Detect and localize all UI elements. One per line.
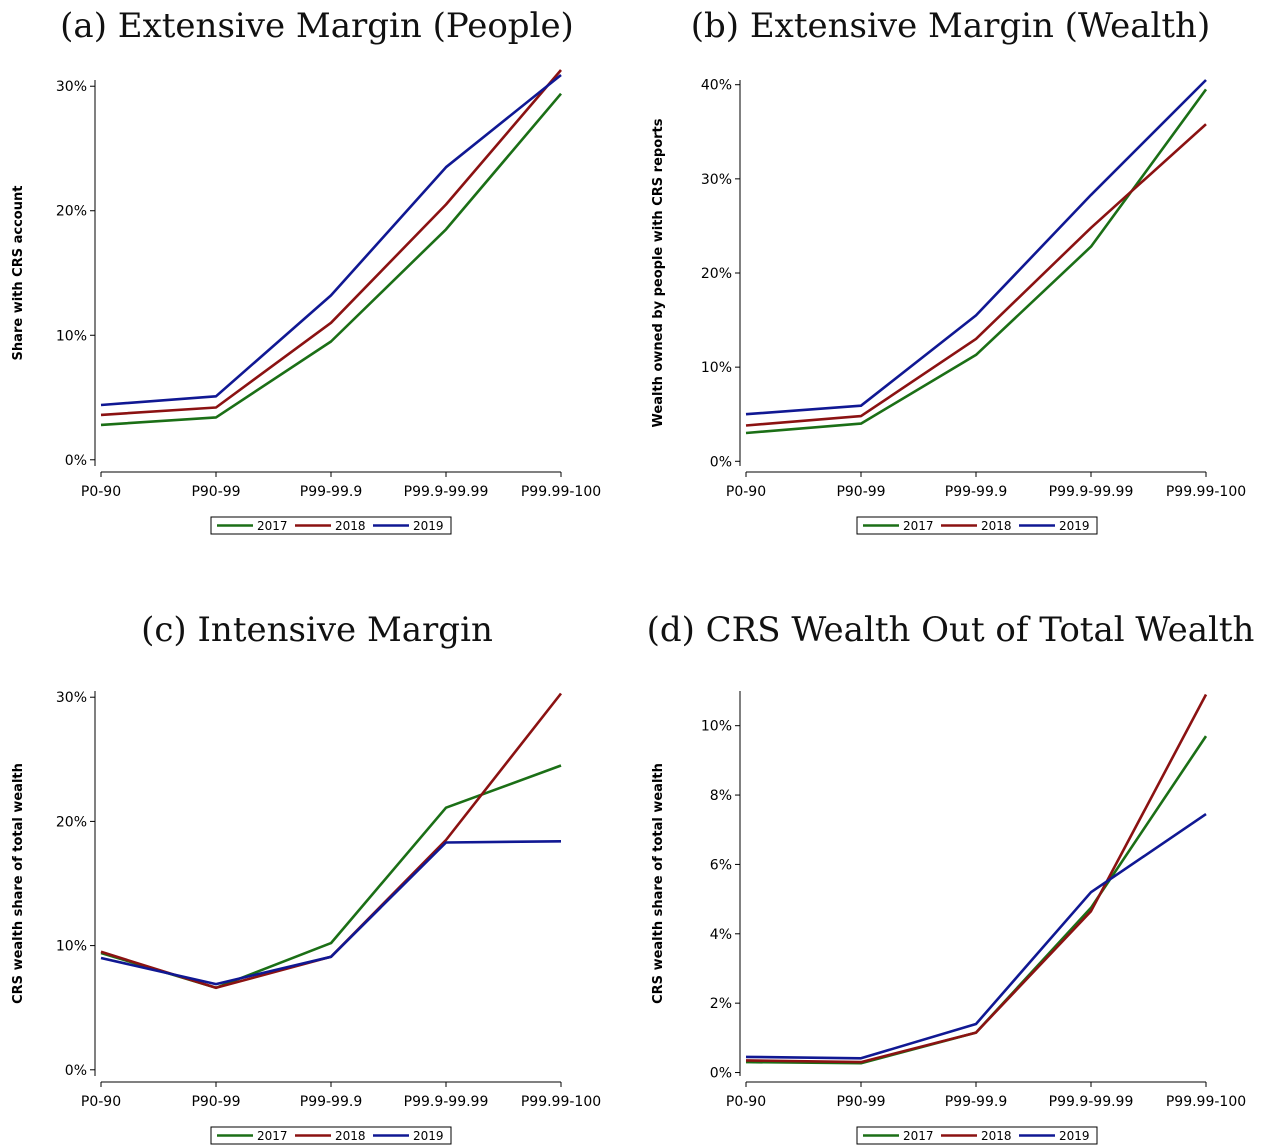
legend-label-2017: 2017 [903,1129,934,1143]
panel-c: (c) Intensive Margin 0% 10% 20% 30% P0-90 P90… [0,600,634,1145]
series-line-2018 [745,123,1207,427]
legend-label-2019: 2019 [1059,519,1090,533]
legend-label-2017: 2017 [257,1129,288,1143]
x-tick-label: P90-99 [191,484,240,500]
series-line-2018 [100,69,562,417]
y-tick-label: 30% [701,172,732,188]
panel-d-title: (d) CRS Wealth Out of Total Wealth [646,610,1255,650]
y-tick-label: 30% [56,690,87,706]
panel-b-title: (b) Extensive Margin (Wealth) [690,6,1211,46]
series-line-2019 [745,79,1207,416]
x-tick-label: P99.99-100 [521,1094,601,1110]
y-axis-title: Wealth owned by people with CRS reports [651,118,666,427]
series-line-2017 [100,764,562,990]
panel-b: (b) Extensive Margin (Wealth) 0% 10% 20% 30… [634,0,1267,570]
legend-label-2019: 2019 [413,519,444,533]
y-axis-title: CRS wealth share of total wealth [651,763,666,1004]
x-tick-label: P0-90 [81,484,121,500]
x-tick-label: P99.99-100 [1166,484,1246,500]
y-tick-label: 0% [710,454,732,470]
x-tick-label: P99.9-99.99 [404,1094,489,1110]
y-tick-label: 40% [701,78,732,94]
y-tick-label: 20% [56,814,87,830]
x-tick-label: P99-99.9 [300,484,362,500]
y-tick-label: 0% [65,1063,87,1079]
x-tick-label: P99.9-99.99 [1049,484,1134,500]
y-tick-label: 20% [701,266,732,282]
legend-label-2018: 2018 [335,519,366,533]
legend-label-2018: 2018 [335,1129,366,1143]
series-line-2019 [100,840,562,986]
series-line-2018 [745,693,1208,1064]
x-tick-label: P99.9-99.99 [1049,1094,1134,1110]
panel-d: (d) CRS Wealth Out of Total Wealth 0% 2% 4… [634,600,1267,1145]
series-line-2019 [745,813,1207,1060]
x-tick-label: P99-99.9 [300,1094,362,1110]
chart-c: 0% 10% 20% 30% P0-90 P90-99 P99-99.9 P99.9-99.9… [11,690,601,1145]
series-line-2017 [100,92,562,427]
legend-label-2018: 2018 [981,1129,1012,1143]
x-tick-label: P99.99-100 [1166,1094,1246,1110]
y-tick-label: 2% [710,996,732,1012]
y-tick-label: 10% [56,939,87,955]
legend-label-2019: 2019 [413,1129,444,1143]
panel-c-title: (c) Intensive Margin [141,610,493,650]
x-tick-label: P0-90 [81,1094,121,1110]
y-tick-label: 0% [65,453,87,469]
x-tick-label: P90-99 [191,1094,240,1110]
y-axis-title: Share with CRS account [11,186,26,361]
x-tick-label: P90-99 [836,484,885,500]
x-tick-label: P99-99.9 [945,1094,1007,1110]
y-axis-title: CRS wealth share of total wealth [11,763,26,1004]
x-tick-label: P0-90 [726,1094,766,1110]
chart-d: 0% 2% 4% 6% 8% 10% P0-90 P90-99 P99-99.9 P99.9-99… [651,691,1246,1145]
panel-a-title: (a) Extensive Margin (People) [60,6,574,46]
legend-label-2017: 2017 [903,519,934,533]
chart-b: 0% 10% 20% 30% 40% P0-90 P90-99 P99-99.9 P99.9-9… [651,78,1246,535]
legend-label-2017: 2017 [257,519,288,533]
series-line-2017 [745,735,1208,1065]
y-tick-label: 10% [701,719,732,735]
y-tick-label: 4% [710,927,732,943]
x-tick-label: P99.99-100 [521,484,601,500]
legend-label-2019: 2019 [1059,1129,1090,1143]
series-line-2017 [745,88,1208,435]
y-tick-label: 10% [56,328,87,344]
x-tick-label: P99.9-99.99 [404,484,489,500]
series-line-2019 [100,73,562,407]
y-tick-label: 30% [56,79,87,95]
y-tick-label: 10% [701,360,732,376]
y-tick-label: 8% [710,788,732,804]
x-tick-label: P90-99 [836,1094,885,1110]
x-tick-label: P99-99.9 [945,484,1007,500]
y-tick-label: 0% [710,1066,732,1082]
x-tick-label: P0-90 [726,484,766,500]
chart-a: 0% 10% 20% 30% P0-90 P90-99 P99-99.9 P99.9-99.9… [11,69,601,535]
y-tick-label: 20% [56,204,87,220]
y-tick-label: 6% [710,857,732,873]
panel-a: (a) Extensive Margin (People) 0% 10% 20% 30… [0,0,634,570]
legend-label-2018: 2018 [981,519,1012,533]
